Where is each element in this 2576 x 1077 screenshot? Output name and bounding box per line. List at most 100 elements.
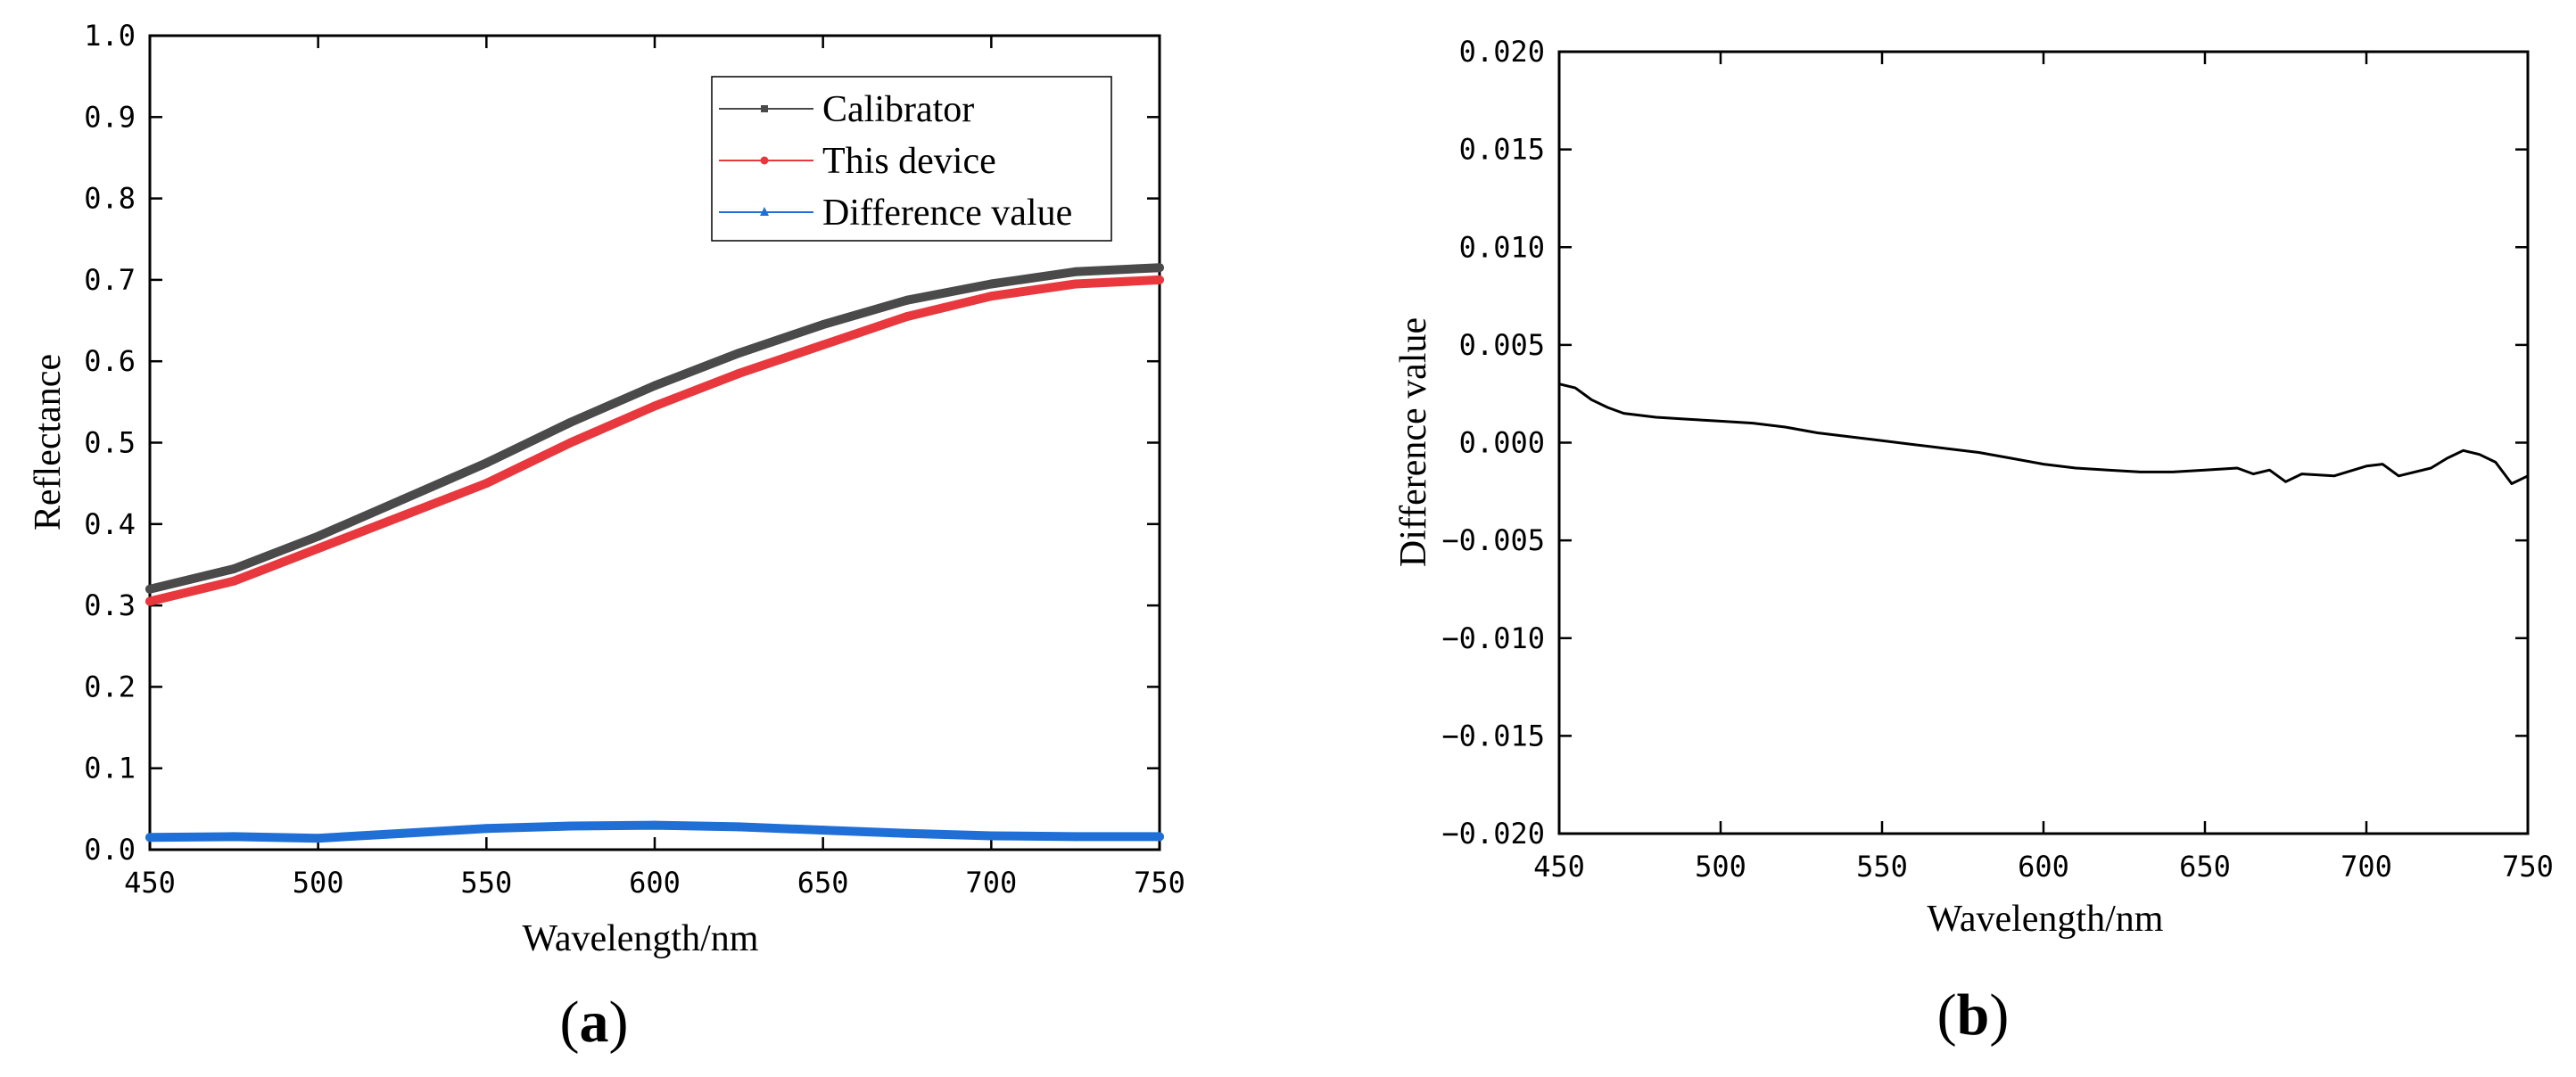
x-tick-label: 600 — [2018, 850, 2069, 884]
data-point-this-device — [1155, 275, 1164, 284]
x-tick-label: 750 — [1134, 866, 1185, 900]
data-point-calibrator — [566, 417, 575, 427]
panel-b-series-group — [1557, 382, 2530, 485]
data-point-this-device — [650, 401, 659, 411]
y-tick-label: 1.0 — [84, 19, 136, 53]
data-point-calibrator — [482, 458, 491, 468]
data-point-this-device — [566, 438, 575, 448]
data-point-calibrator — [734, 349, 744, 358]
data-point-calibrator — [398, 495, 407, 505]
y-tick-label: 0.3 — [84, 588, 136, 622]
x-tick-label: 700 — [2341, 850, 2392, 884]
data-point-calibrator — [145, 584, 154, 594]
data-point-calibrator — [650, 381, 659, 391]
panel-b-x-axis-title: Wavelength/nm — [1928, 899, 2164, 940]
legend-difference-label: Difference value — [822, 193, 1072, 234]
x-tick-label: 650 — [2179, 850, 2231, 884]
data-point-difference-value — [145, 833, 154, 843]
data-point-this-device — [903, 312, 912, 321]
panel-a-series-group — [145, 263, 1164, 843]
legend-this-device-marker — [760, 156, 769, 165]
data-point-this-device — [229, 576, 239, 586]
data-point-difference-value — [734, 822, 744, 832]
data-point-difference-value — [482, 824, 491, 834]
y-tick-label: 0.0 — [84, 833, 136, 867]
y-tick-label: −0.010 — [1441, 621, 1545, 655]
legend-box — [711, 76, 1112, 242]
data-point-this-device — [987, 292, 996, 301]
y-tick-label: 0.015 — [1459, 133, 1545, 167]
series-line-difference-value — [1557, 382, 2530, 485]
panel-b-y-ticks: −0.020 −0.015 −0.010 −0.005 0.000 0.005 0.010 0… — [1441, 35, 2528, 851]
legend-difference-marker — [760, 207, 769, 216]
panel-a-legend: Calibrator This device Difference value — [711, 76, 1112, 242]
data-point-difference-value — [650, 820, 659, 830]
x-tick-label: 600 — [629, 866, 681, 900]
legend-this-device-label: This device — [822, 141, 996, 182]
y-tick-label: 0.5 — [84, 426, 136, 460]
y-tick-label: 0.9 — [84, 100, 136, 134]
y-tick-label: 0.7 — [84, 263, 136, 297]
data-point-calibrator — [229, 564, 239, 573]
y-tick-label: 0.4 — [84, 507, 136, 541]
panel-b-caption: (b) — [1937, 982, 2010, 1048]
y-tick-label: 0.1 — [84, 752, 136, 785]
panel-a-caption: (a) — [560, 990, 629, 1055]
legend-calibrator-label: Calibrator — [822, 89, 974, 130]
data-point-calibrator — [818, 320, 828, 330]
y-tick-label: −0.005 — [1441, 523, 1545, 557]
y-tick-label: −0.015 — [1441, 719, 1545, 752]
x-tick-label: 650 — [797, 866, 849, 900]
y-tick-label: −0.020 — [1441, 817, 1545, 851]
data-point-difference-value — [566, 821, 575, 831]
panel-b-caption-letter: b — [1957, 982, 1990, 1048]
panel-a-chart: 450 500 550 600 650 700 750 0.0 0.1 0.2 0.3 0.4 0.5… — [28, 19, 1185, 1055]
y-tick-label: 0.010 — [1459, 230, 1545, 264]
data-point-calibrator — [313, 531, 323, 541]
data-point-calibrator — [903, 295, 912, 305]
x-tick-label: 750 — [2502, 850, 2554, 884]
data-point-calibrator — [1070, 267, 1080, 276]
data-point-this-device — [482, 479, 491, 489]
panel-b-y-axis-title: Difference value — [1393, 317, 1434, 567]
x-tick-label: 700 — [965, 866, 1017, 900]
data-point-this-device — [1070, 279, 1080, 289]
panel-a-y-axis-title: Reflectance — [28, 354, 69, 530]
x-tick-label: 500 — [293, 866, 344, 900]
data-point-difference-value — [1155, 832, 1164, 842]
panel-b-x-ticks: 450 500 550 600 650 700 750 — [1533, 52, 2554, 884]
data-point-this-device — [313, 544, 323, 554]
legend-calibrator-marker — [761, 105, 768, 112]
data-point-difference-value — [398, 828, 407, 838]
panel-a-y-ticks: 0.0 0.1 0.2 0.3 0.4 0.5 0.6 0.7 0.8 0.9 1.0 — [84, 19, 1160, 867]
data-point-difference-value — [1070, 832, 1080, 842]
y-tick-label: 0.000 — [1459, 426, 1545, 460]
panel-b-chart: 450 500 550 600 650 700 750 −0.020 −0.015 −0.010… — [1393, 35, 2554, 1048]
x-tick-label: 550 — [460, 866, 512, 900]
data-point-difference-value — [987, 831, 996, 841]
panel-a-x-ticks: 450 500 550 600 650 700 750 — [124, 36, 1185, 900]
x-tick-label: 450 — [1533, 850, 1585, 884]
data-point-difference-value — [313, 834, 323, 843]
data-point-difference-value — [818, 826, 828, 835]
x-tick-label: 450 — [124, 866, 176, 900]
panel-a-x-axis-title: Wavelength/nm — [523, 918, 759, 959]
data-point-this-device — [145, 596, 154, 606]
x-tick-label: 500 — [1695, 850, 1746, 884]
data-point-difference-value — [229, 832, 239, 842]
x-tick-label: 550 — [1856, 850, 1908, 884]
panel-a-caption-letter: a — [580, 990, 609, 1055]
data-point-calibrator — [987, 279, 996, 289]
data-point-this-device — [734, 368, 744, 378]
data-point-this-device — [398, 511, 407, 521]
y-tick-label: 0.6 — [84, 344, 136, 378]
y-tick-label: 0.2 — [84, 670, 136, 703]
y-tick-label: 0.020 — [1459, 35, 1545, 69]
y-tick-label: 0.8 — [84, 182, 136, 216]
y-tick-label: 0.005 — [1459, 328, 1545, 362]
data-point-difference-value — [903, 828, 912, 838]
data-point-calibrator — [1155, 263, 1164, 273]
data-point-this-device — [818, 340, 828, 349]
